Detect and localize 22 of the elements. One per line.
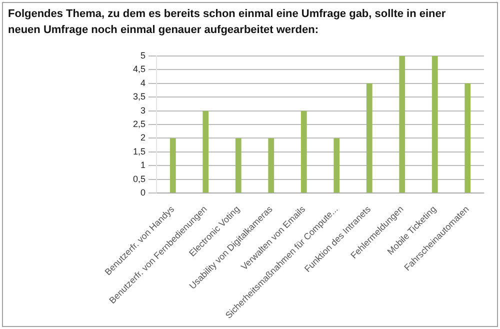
bar (464, 83, 471, 193)
y-tick-label: 0 (140, 188, 146, 198)
bar (268, 138, 274, 193)
y-tick-label: 4 (140, 78, 146, 88)
y-tick-label: 1,5 (132, 146, 146, 156)
y-tick-label: 1 (140, 160, 146, 170)
bar (432, 56, 438, 193)
bar (202, 110, 209, 193)
y-tick-label: 3 (140, 105, 146, 116)
y-tick-label: 4,5 (132, 64, 146, 74)
bar (366, 83, 372, 193)
bar (235, 138, 242, 193)
bar (399, 56, 406, 193)
bar (170, 138, 176, 193)
chart-title: Folgendes Thema, zu dem es bereits schon einmal eine Umfrage gab, sollte in einer neuen Umfrage noch einmal genauer aufgearbeitet werden: (8, 7, 447, 38)
y-tick-label: 2,5 (132, 119, 146, 130)
y-tick-label: 5 (140, 50, 146, 60)
y-tick-label: 2 (140, 132, 146, 143)
y-tick-label: 3,5 (132, 92, 146, 102)
bar (300, 110, 307, 193)
bar (334, 138, 340, 193)
y-tick-label: 0,5 (132, 174, 146, 184)
